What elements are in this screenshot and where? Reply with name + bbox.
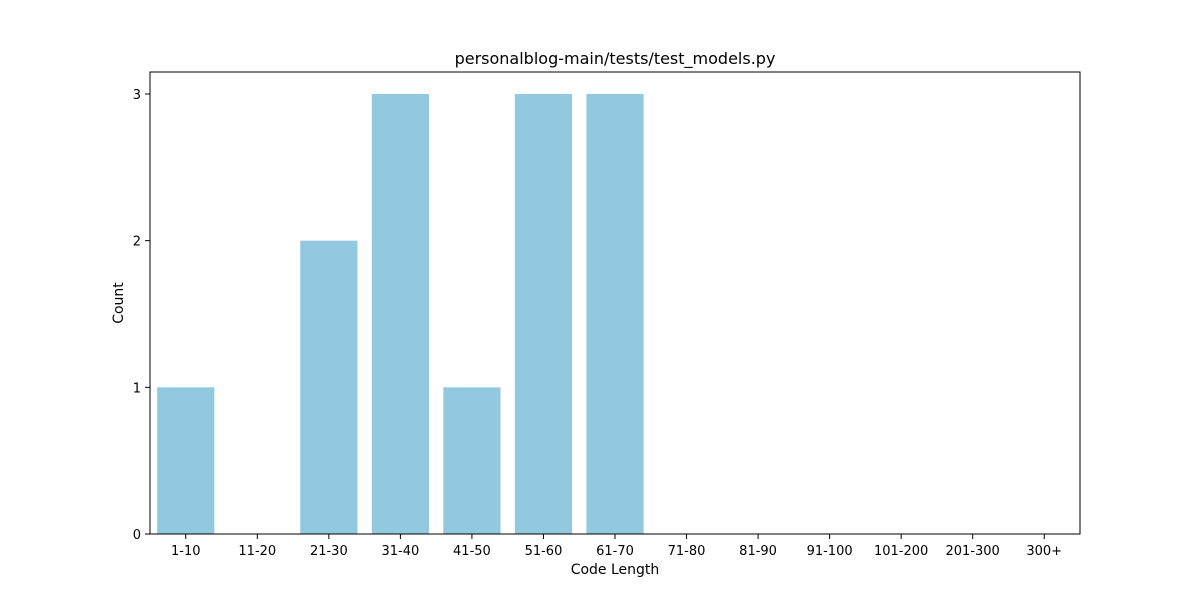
bar-61-70: [586, 94, 644, 534]
bar-21-30: [300, 240, 358, 534]
bars-group: [157, 94, 644, 534]
bar-1-10: [157, 387, 215, 534]
x-tick-label: 31-40: [381, 544, 419, 559]
y-axis-label: Count: [111, 282, 127, 324]
x-tick-label: 201-300: [946, 544, 1000, 559]
x-axis-label: Code Length: [571, 562, 660, 578]
x-tick-label: 71-80: [668, 544, 706, 559]
bar-41-50: [443, 387, 501, 534]
x-tick-label: 21-30: [310, 544, 348, 559]
x-tick-label: 51-60: [525, 544, 563, 559]
bar-51-60: [514, 94, 573, 534]
y-axis-ticks: 0 1 2 3: [133, 88, 150, 543]
x-tick-label: 81-90: [739, 544, 777, 559]
x-tick-label: 101-200: [874, 544, 928, 559]
y-tick-label: 0: [133, 528, 141, 543]
x-axis-ticks: 1-10 11-20 21-30 31-40 41-50 51-60 61-70 71-80 8…: [171, 534, 1062, 559]
chart-title: personalblog-main/tests/test_models.py: [455, 49, 776, 69]
y-tick-label: 3: [133, 88, 141, 103]
plot-frame: [149, 71, 1081, 535]
x-tick-label: 300+: [1026, 544, 1062, 559]
x-tick-label: 61-70: [596, 544, 634, 559]
x-tick-label: 11-20: [238, 544, 276, 559]
y-tick-label: 2: [133, 235, 141, 250]
x-tick-label: 41-50: [453, 544, 491, 559]
x-tick-label: 91-100: [807, 544, 853, 559]
x-tick-label: 1-10: [171, 544, 201, 559]
y-tick-label: 1: [133, 381, 141, 396]
bar-31-40: [371, 94, 429, 534]
